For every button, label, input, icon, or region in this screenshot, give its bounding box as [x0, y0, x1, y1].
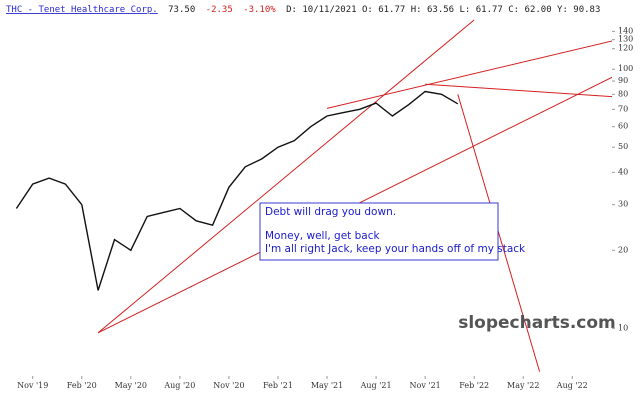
- annotation-box: [259, 202, 499, 261]
- y-tick-label: 80: [618, 89, 628, 98]
- y-tick-label: 90: [618, 76, 628, 85]
- y-tick-label: 140: [618, 26, 633, 35]
- y-tick-label: 40: [618, 167, 628, 176]
- x-tick-label: Nov '19: [17, 381, 48, 390]
- x-tick-label: Nov '21: [410, 381, 441, 390]
- y-tick-label: 100: [618, 64, 633, 73]
- y-tick-label: 50: [618, 142, 628, 151]
- y-tick-label: 30: [618, 200, 628, 209]
- trendline: [457, 94, 541, 372]
- change: -2.35: [206, 5, 233, 15]
- watermark: slopecharts.com: [458, 313, 616, 333]
- y-tick-label: 60: [618, 122, 628, 131]
- annotation-line: Money, well, get back: [265, 230, 380, 242]
- x-tick-label: Feb '21: [263, 381, 293, 390]
- price-line: [15, 90, 459, 291]
- y-tick-label: 120: [618, 44, 633, 53]
- y-tick-label: 70: [618, 104, 628, 113]
- trendline: [326, 40, 612, 109]
- y-tick-label: 20: [618, 245, 628, 254]
- header: THC - Tenet Healthcare Corp. 73.50 -2.35…: [6, 5, 600, 15]
- x-tick-label: Aug '20: [163, 381, 195, 390]
- last-price: 73.50: [168, 5, 195, 15]
- plot-area: [15, 19, 612, 372]
- x-tick-label: Nov '20: [213, 381, 244, 390]
- change-pct: -3.10%: [243, 5, 276, 15]
- x-tick-label: May '22: [507, 381, 539, 390]
- y-tick-label: 10: [618, 323, 628, 332]
- x-tick-label: Feb '20: [67, 381, 97, 390]
- trendline: [425, 83, 612, 98]
- trendline: [97, 19, 475, 334]
- symbol: THC - Tenet Healthcare Corp.: [6, 5, 158, 15]
- ohlc: D: 10/11/2021 O: 61.77 H: 63.56 L: 61.77…: [286, 5, 600, 15]
- annotation-line: Debt will drag you down.: [265, 206, 396, 218]
- annotation-line: I'm all right Jack, keep your hands off …: [265, 243, 526, 255]
- x-tick-label: May '20: [115, 381, 147, 390]
- x-tick-label: Aug '21: [360, 381, 392, 390]
- x-tick-label: May '21: [311, 381, 343, 390]
- x-tick-label: Aug '22: [556, 381, 588, 390]
- y-tick-label: 130: [618, 35, 633, 44]
- x-tick-label: Feb '22: [459, 381, 489, 390]
